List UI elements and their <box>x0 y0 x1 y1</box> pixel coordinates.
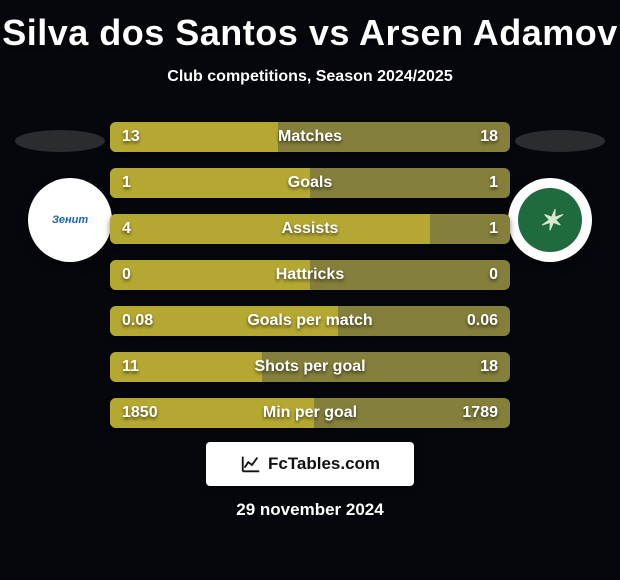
page-title: Silva dos Santos vs Arsen Adamov <box>0 0 620 54</box>
player-shadow-left <box>15 130 105 152</box>
stat-rows: 1318Matches 11Goals 41Assists 00Hattricks 0.… <box>110 122 510 444</box>
stat-row: 0.080.06Goals per match <box>110 306 510 336</box>
stat-label: Shots per goal <box>110 352 510 382</box>
chart-icon <box>240 453 262 475</box>
stat-row: 11Goals <box>110 168 510 198</box>
stat-row: 41Assists <box>110 214 510 244</box>
club-crest-right: ✶ <box>518 188 582 252</box>
stat-label: Assists <box>110 214 510 244</box>
stat-row: 1318Matches <box>110 122 510 152</box>
title-vs: vs <box>309 12 350 53</box>
stat-label: Goals <box>110 168 510 198</box>
stat-label: Matches <box>110 122 510 152</box>
club-badge-right: ✶ <box>508 178 592 262</box>
player-shadow-right <box>515 130 605 152</box>
watermark-text: FcTables.com <box>268 454 380 474</box>
club-crest-right-label: ✶ <box>538 204 561 237</box>
stat-row: 00Hattricks <box>110 260 510 290</box>
subtitle: Club competitions, Season 2024/2025 <box>0 68 620 86</box>
stat-label: Hattricks <box>110 260 510 290</box>
stat-label: Min per goal <box>110 398 510 428</box>
generation-date: 29 november 2024 <box>0 500 620 520</box>
stat-label: Goals per match <box>110 306 510 336</box>
stat-row: 18501789Min per goal <box>110 398 510 428</box>
club-badge-left: Зенит <box>28 178 112 262</box>
stat-row: 1118Shots per goal <box>110 352 510 382</box>
title-player-right: Arsen Adamov <box>359 12 618 53</box>
club-crest-left: Зенит <box>38 188 102 252</box>
watermark: FcTables.com <box>206 442 414 486</box>
title-player-left: Silva dos Santos <box>2 12 298 53</box>
club-crest-left-label: Зенит <box>52 214 88 226</box>
